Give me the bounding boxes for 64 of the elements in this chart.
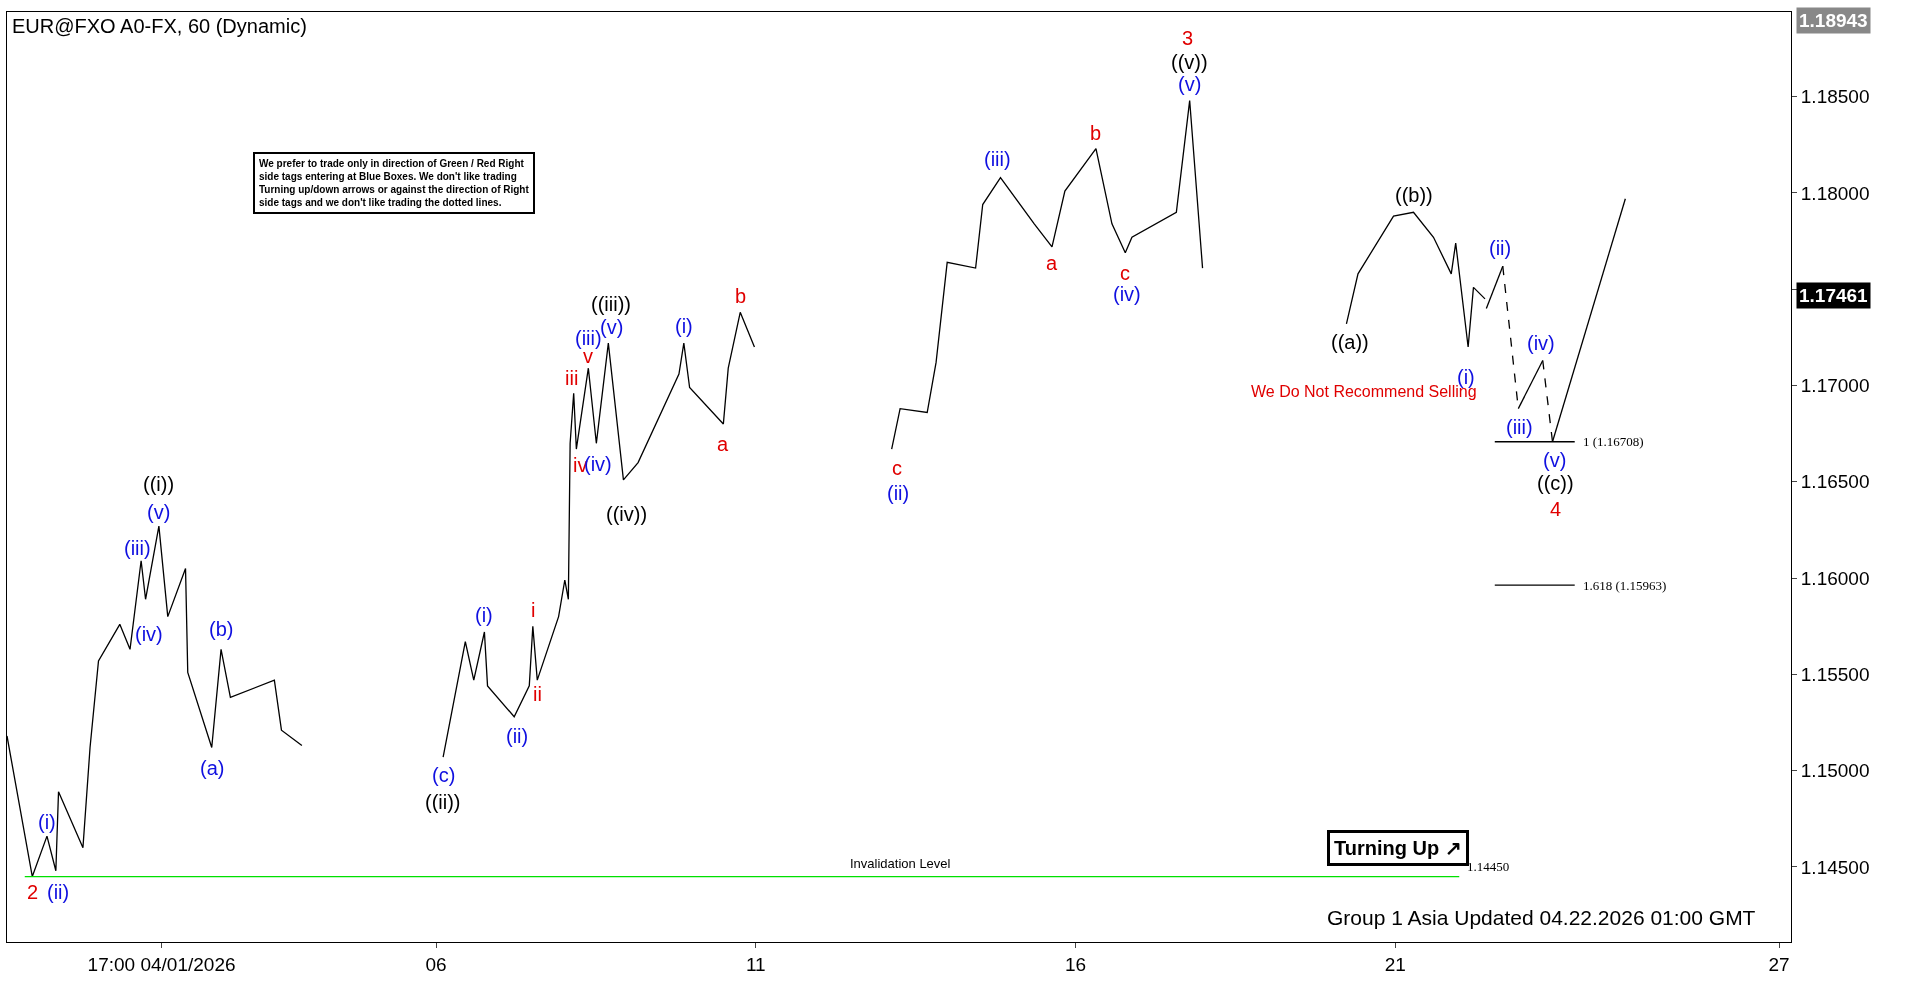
annotation: ((iii)) bbox=[591, 293, 631, 315]
annotation: (ii) bbox=[506, 725, 529, 747]
annotation: b bbox=[735, 285, 747, 307]
x-tick-label: 27 bbox=[1768, 953, 1790, 975]
annotation: (v) bbox=[600, 316, 624, 338]
y-tick-label: 1.14500 bbox=[1800, 856, 1870, 878]
annotation: ((iv)) bbox=[606, 503, 648, 525]
annotation: ((i)) bbox=[143, 473, 175, 495]
annotation: b bbox=[1090, 122, 1102, 144]
annotation: (a) bbox=[200, 757, 225, 779]
annotation: Turning Up ↗ bbox=[1334, 837, 1462, 859]
annotation: (i) bbox=[675, 315, 693, 337]
annotation: 1.14450 bbox=[1467, 859, 1510, 874]
annotation: ((b)) bbox=[1395, 184, 1433, 206]
annotation: (iii) bbox=[984, 148, 1011, 170]
x-tick-label: 17:00 04/01/2026 bbox=[87, 953, 236, 975]
annotation: i bbox=[531, 599, 536, 621]
y-tick-label: 1.18000 bbox=[1800, 182, 1870, 204]
annotation: (i) bbox=[475, 604, 493, 626]
annotation: 4 bbox=[1550, 498, 1562, 520]
annotation: Group 1 Asia Updated 04.22.2026 01:00 GMT bbox=[1327, 906, 1756, 929]
y-tick-label: 1.15500 bbox=[1800, 664, 1870, 686]
annotation: ii bbox=[533, 683, 542, 705]
annotation: We prefer to trade only in direction of Green / Red Right side tags entering at Blue Boxes. We don't like trading Turning up/down arrows or against the direction of Right side tags and we don't like trading the dotted lines. bbox=[259, 158, 530, 208]
y-tick-label: 1.15000 bbox=[1800, 760, 1870, 782]
annotation: (iv) bbox=[135, 623, 163, 645]
annotation: (i) bbox=[38, 811, 56, 833]
x-tick-label: 16 bbox=[1064, 953, 1087, 975]
annotation: (ii) bbox=[1489, 237, 1512, 259]
annotation: Invalidation Level bbox=[850, 856, 951, 871]
chart-title: EUR@FXO A0-FX, 60 (Dynamic) bbox=[12, 15, 307, 37]
annotation: a bbox=[717, 433, 729, 455]
annotation: (iii) bbox=[1506, 416, 1533, 438]
annotation: (b) bbox=[209, 618, 234, 640]
y-tick-label: 1.16500 bbox=[1800, 471, 1870, 493]
annotation: c bbox=[1120, 262, 1130, 284]
y-tick-label: 1.17000 bbox=[1800, 375, 1870, 397]
annotation: ((c)) bbox=[1537, 472, 1574, 494]
annotation: 1 (1.16708) bbox=[1583, 434, 1644, 449]
annotation: (c) bbox=[432, 764, 456, 786]
text: 1.18943 bbox=[1799, 10, 1868, 31]
annotation: ((ii)) bbox=[425, 791, 461, 813]
annotation: iii bbox=[565, 367, 579, 389]
y-tick-label: 1.18500 bbox=[1800, 86, 1870, 108]
x-tick-label: 21 bbox=[1384, 953, 1406, 975]
annotation: (v) bbox=[1543, 449, 1567, 471]
annotation: a bbox=[1046, 252, 1058, 274]
x-tick-label: 06 bbox=[425, 953, 447, 975]
text: 1.17461 bbox=[1799, 285, 1869, 306]
x-tick-label: 11 bbox=[745, 953, 766, 975]
annotation: c bbox=[892, 457, 902, 479]
annotation: (iv) bbox=[1113, 283, 1141, 305]
annotation: (iv) bbox=[1527, 332, 1555, 354]
annotation: (v) bbox=[1178, 73, 1202, 95]
annotation: 3 bbox=[1182, 27, 1194, 49]
annotation: ((a)) bbox=[1331, 331, 1369, 353]
annotation: 1.618 (1.15963) bbox=[1583, 578, 1667, 593]
annotation: (iii) bbox=[124, 537, 151, 559]
annotation: (ii) bbox=[887, 482, 910, 504]
y-tick-label: 1.16000 bbox=[1800, 567, 1870, 589]
annotation: (v) bbox=[147, 501, 171, 523]
annotation: 2 bbox=[27, 881, 39, 903]
annotation: ((v)) bbox=[1171, 51, 1208, 73]
annotation: (ii) bbox=[47, 881, 70, 903]
